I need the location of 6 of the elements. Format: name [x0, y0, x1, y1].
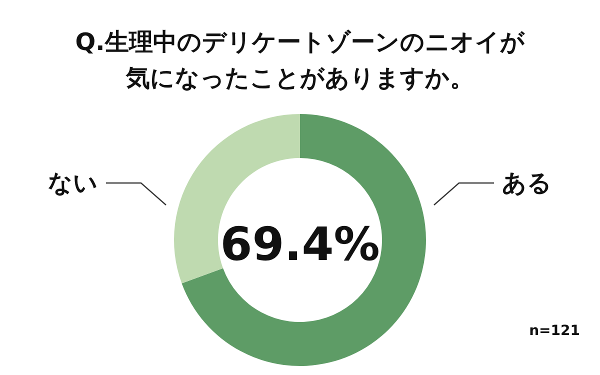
slice-label: ない — [48, 169, 98, 197]
data-label: 69.4% — [220, 217, 380, 271]
chart-title: Q.生理中のデリケートゾーンのニオイが気になったことがありますか。 — [75, 28, 525, 92]
text: n=121 — [529, 323, 580, 339]
slice-label: ある — [502, 169, 552, 197]
donut-slice — [182, 114, 426, 366]
